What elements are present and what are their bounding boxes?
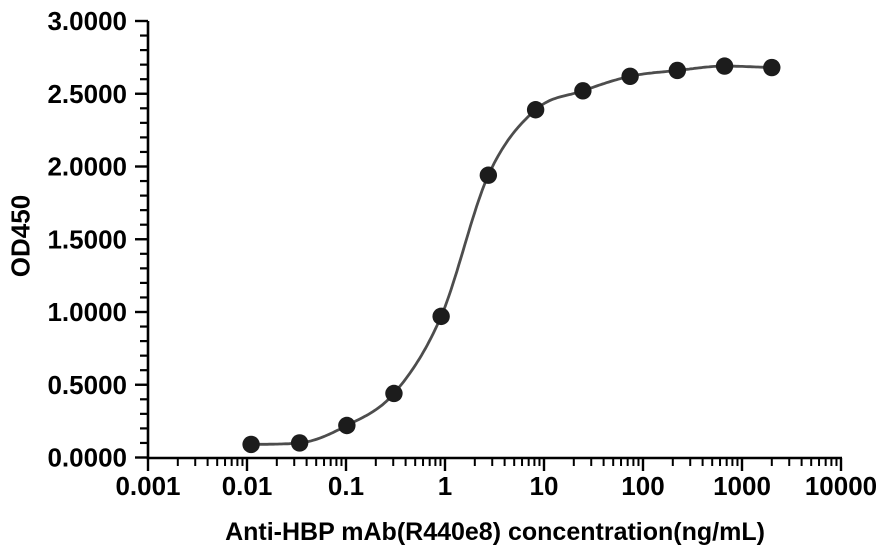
y-tick-label: 0.0000 — [47, 443, 127, 473]
data-point-marker — [479, 166, 498, 184]
data-point-marker — [432, 307, 450, 326]
x-tick-label: 10000 — [805, 471, 877, 501]
y-tick-label: 2.0000 — [47, 152, 127, 182]
data-point-marker — [621, 67, 639, 85]
data-point-marker — [715, 57, 734, 75]
x-tick-label: 1000 — [713, 471, 771, 501]
data-point-marker — [242, 435, 260, 454]
data-point-marker — [290, 434, 309, 452]
data-point-marker — [763, 58, 781, 77]
y-tick-label: 1.5000 — [47, 224, 127, 254]
data-point-marker — [526, 101, 545, 119]
x-tick-label: 0.01 — [222, 471, 273, 501]
y-axis-title: OD450 — [5, 194, 36, 278]
x-tick-label: 0.001 — [115, 471, 180, 501]
data-point-marker — [338, 416, 356, 435]
x-tick-label: 1 — [438, 471, 452, 501]
y-tick-label: 1.0000 — [47, 297, 127, 327]
y-tick-label: 2.5000 — [47, 79, 127, 109]
y-tick-label: 0.5000 — [47, 370, 127, 400]
x-axis-title: Anti-HBP mAb(R440e8) concentration(ng/mL… — [225, 518, 765, 546]
data-point-marker — [385, 384, 403, 403]
data-point-marker — [668, 61, 687, 80]
x-tick-label: 10 — [530, 471, 559, 501]
x-tick-label: 100 — [621, 471, 664, 501]
dose-response-curve — [249, 64, 774, 446]
y-tick-label: 3.0000 — [47, 6, 127, 36]
x-tick-label: 0.1 — [328, 471, 364, 501]
data-point-marker — [574, 82, 592, 100]
